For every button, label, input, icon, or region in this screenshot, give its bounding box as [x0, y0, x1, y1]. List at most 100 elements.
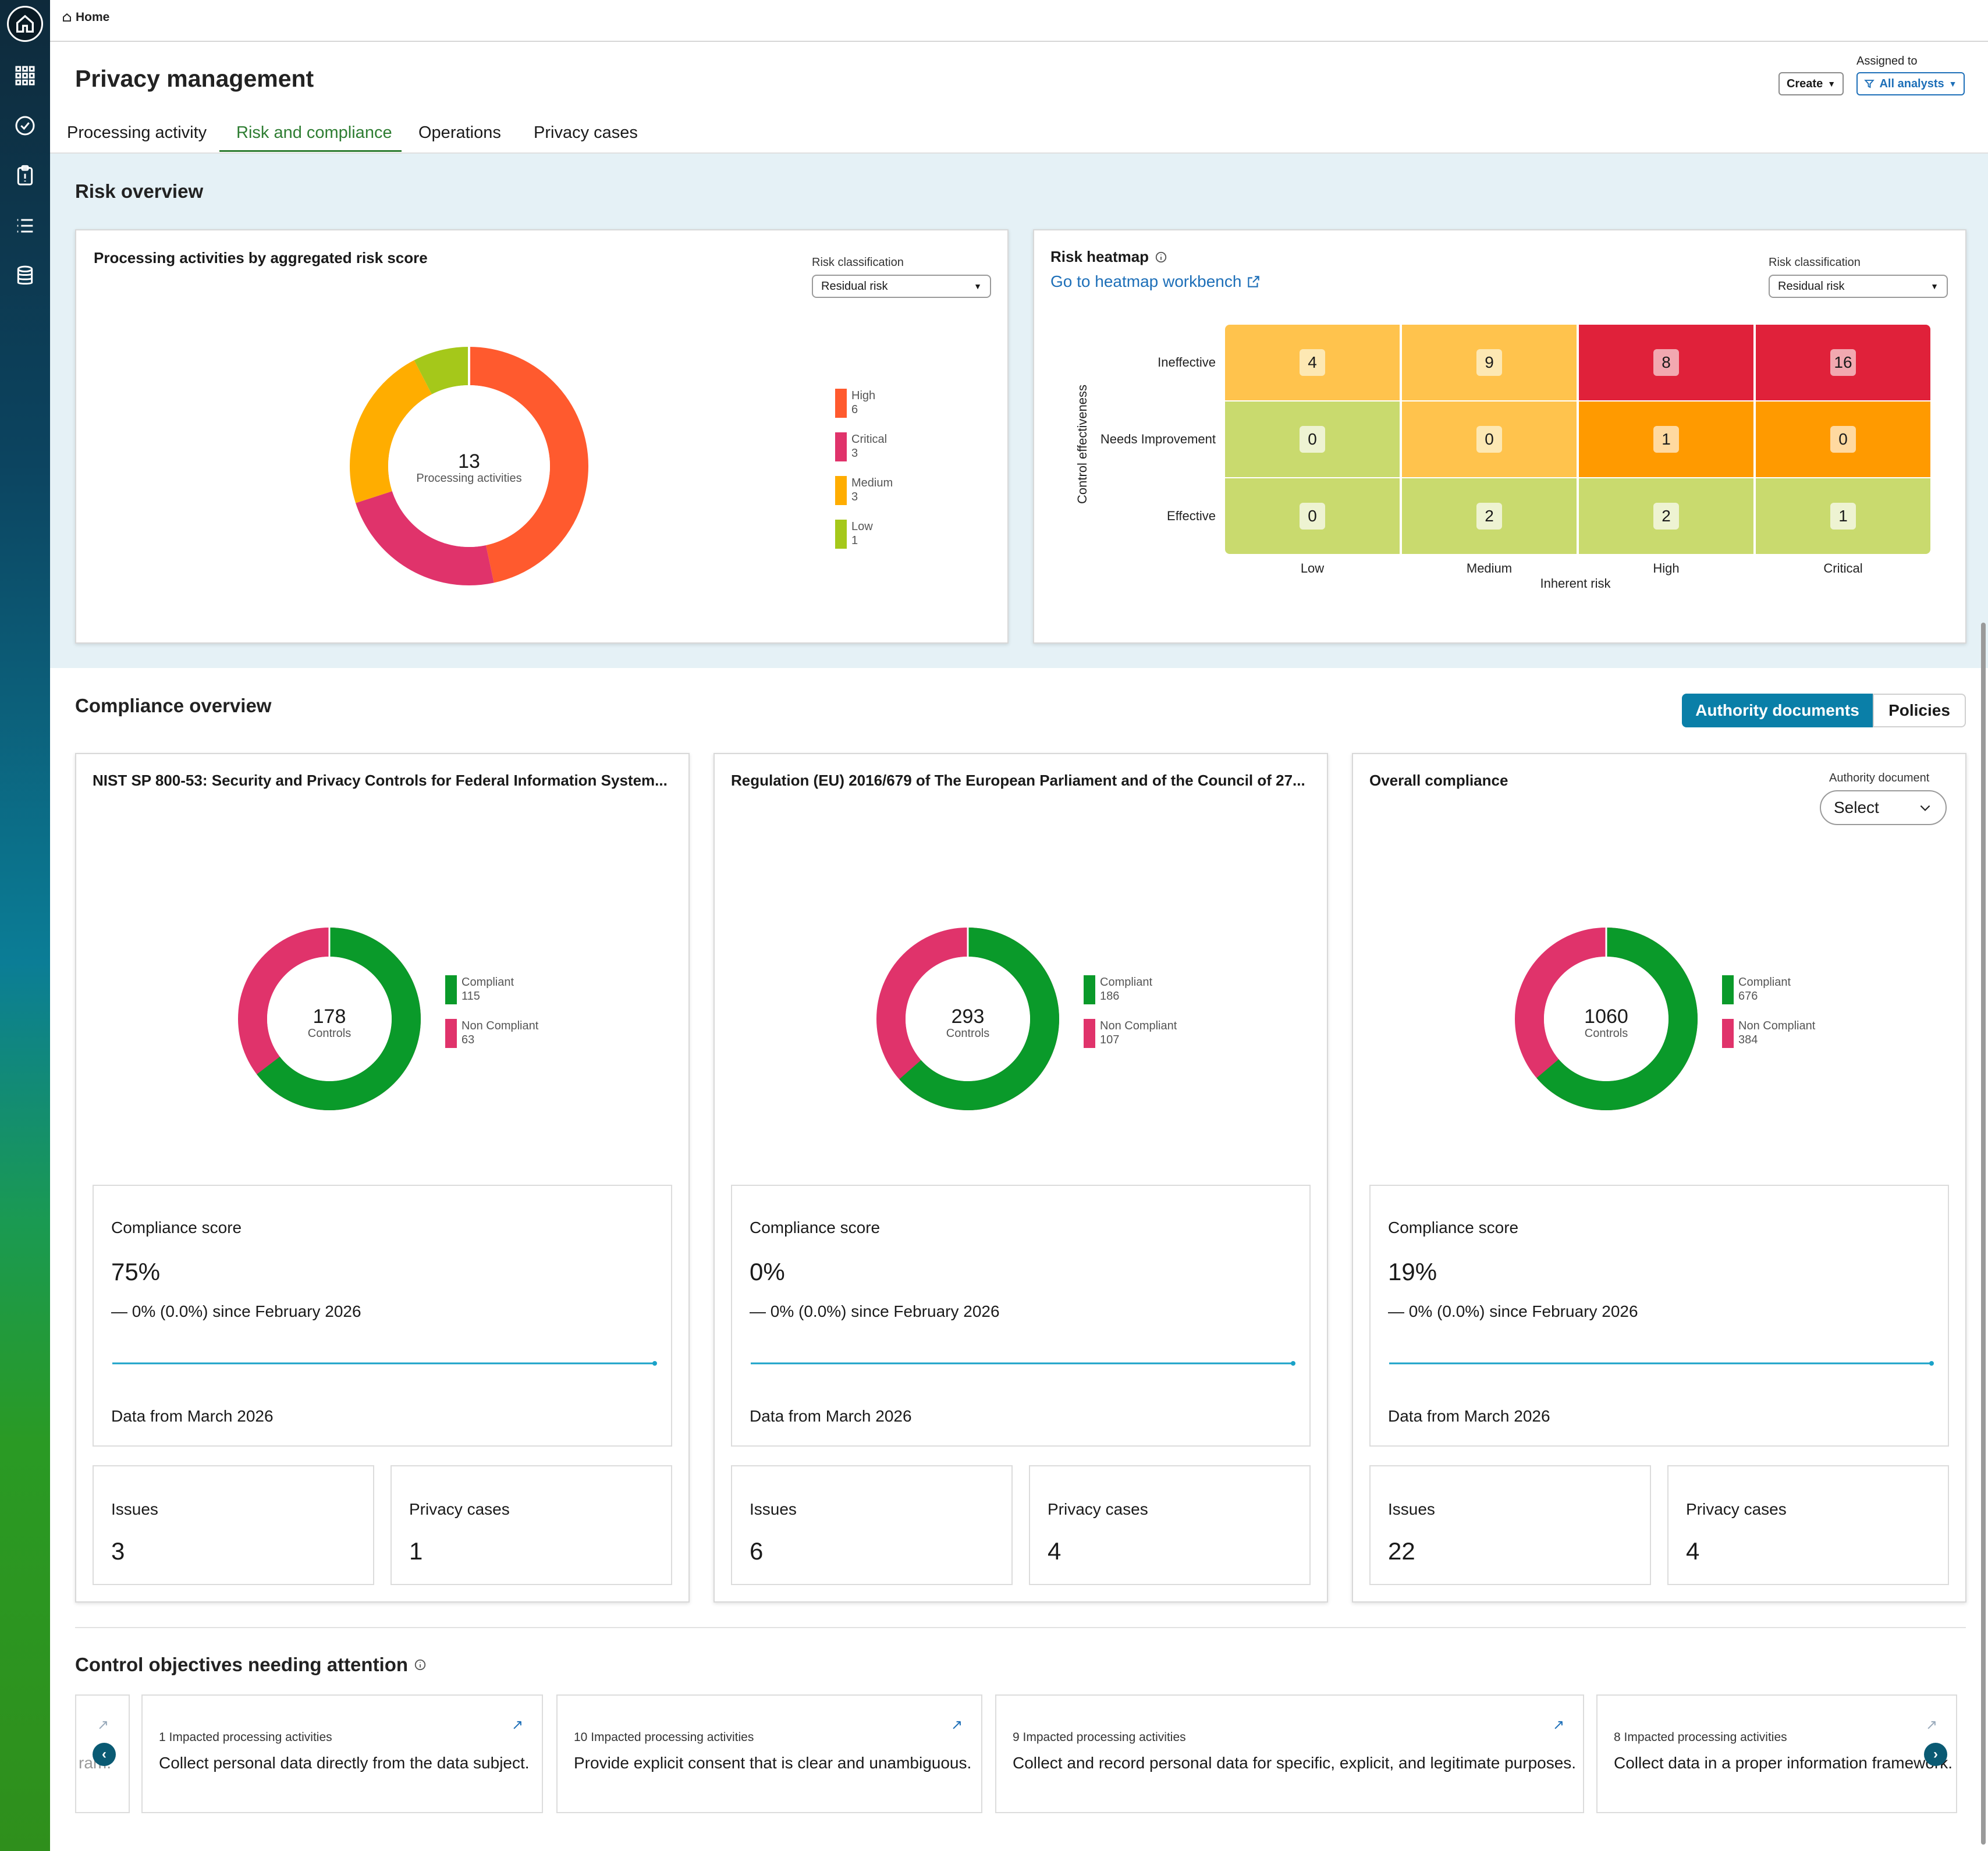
donut-center-value: 13	[458, 450, 480, 472]
compliance-card: NIST SP 800-53: Security and Privacy Con…	[75, 753, 690, 1603]
attention-card[interactable]: ↗ 10 Impacted processing activities Provid…	[556, 1694, 982, 1813]
section-divider	[75, 1627, 1966, 1628]
breadcrumb-home[interactable]: Home	[76, 10, 110, 24]
legend-noncompliant: Non Compliant 384	[1722, 1019, 1815, 1048]
heatmap-cell[interactable]: 2	[1402, 478, 1577, 554]
breadcrumb[interactable]: Home	[62, 10, 109, 24]
donut-total: 178	[313, 1006, 346, 1028]
carousel-next-button[interactable]: ›	[1924, 1743, 1947, 1766]
tab-processing-activity[interactable]: Processing activity	[67, 123, 207, 142]
heatmap-cell-value: 0	[1300, 426, 1325, 453]
donut-card-title: Processing activities by aggregated risk…	[94, 249, 428, 267]
attention-card[interactable]: ↗ 1 Impacted processing activities Collect…	[141, 1694, 543, 1813]
issues-value: 6	[750, 1537, 764, 1565]
donut-segment-critical[interactable]	[350, 347, 588, 585]
arrow-up-right-icon[interactable]: ↗	[1926, 1717, 1938, 1733]
compliance-score-change: — 0% (0.0%) since February 2026	[750, 1302, 1000, 1320]
clipboard-icon[interactable]	[11, 162, 39, 190]
heatmap-cell[interactable]: 1	[1756, 478, 1930, 554]
privacy-cases-card[interactable]: Privacy cases 4	[1667, 1465, 1949, 1585]
privacy-cases-card[interactable]: Privacy cases 1	[390, 1465, 672, 1585]
heatmap-col-label: Medium	[1466, 561, 1513, 575]
authority-documents-toggle[interactable]: Authority documents	[1682, 694, 1873, 727]
info-icon[interactable]	[1155, 251, 1167, 264]
donut-total: 1060	[1584, 1006, 1628, 1028]
data-from-label: Data from March 2026	[111, 1407, 274, 1425]
all-analysts-filter[interactable]: All analysts ▼	[1856, 72, 1965, 95]
compliance-score-card[interactable]: Compliance score 19% — 0% (0.0%) since Feb…	[1369, 1185, 1949, 1447]
control-objective-text: Collect personal data directly from the …	[159, 1754, 530, 1772]
create-button[interactable]: Create ▼	[1778, 72, 1844, 95]
heatmap-cell-value: 0	[1300, 503, 1325, 530]
arrow-up-right-icon[interactable]: ↗	[951, 1717, 963, 1733]
heatmap-cell[interactable]: 2	[1579, 478, 1753, 554]
heatmap-title-row: Risk heatmap	[1050, 248, 1167, 266]
risk-classification-value: Residual risk	[821, 279, 888, 293]
database-icon[interactable]	[11, 262, 39, 290]
heatmap-cell[interactable]: 0	[1225, 402, 1400, 477]
privacy-cases-value: 4	[1686, 1537, 1700, 1565]
legend-medium: Medium 3	[835, 476, 893, 505]
control-objective-text: Collect and record personal data for spe…	[1013, 1754, 1577, 1772]
issues-card[interactable]: Issues 22	[1369, 1465, 1651, 1585]
privacy-cases-card[interactable]: Privacy cases 4	[1029, 1465, 1311, 1585]
heatmap-cell-value: 0	[1476, 426, 1502, 453]
risk-donut-card: Processing activities by aggregated risk…	[75, 229, 1009, 644]
privacy-cases-label: Privacy cases	[1048, 1500, 1148, 1518]
heatmap-cell[interactable]: 16	[1756, 325, 1930, 400]
attention-card[interactable]: ↗ 9 Impacted processing activities Collect…	[995, 1694, 1584, 1813]
heatmap-col-label: High	[1653, 561, 1680, 575]
heatmap-cell[interactable]: 9	[1402, 325, 1577, 400]
home-small-icon	[63, 13, 71, 22]
arrow-up-right-icon[interactable]: ↗	[1553, 1717, 1565, 1733]
heatmap-cell[interactable]: 1	[1579, 402, 1753, 477]
caret-down-icon: ▼	[1930, 282, 1939, 291]
risk-donut-chart: 13 Processing activities	[350, 341, 588, 585]
policies-toggle[interactable]: Policies	[1873, 694, 1966, 727]
carousel-prev-button[interactable]: ‹	[93, 1743, 116, 1766]
tab-operations[interactable]: Operations	[418, 123, 501, 142]
authority-select-value: Select	[1834, 798, 1879, 816]
donut-total-label: Controls	[308, 1027, 351, 1040]
apps-grid-icon[interactable]	[11, 62, 39, 90]
page-title: Privacy management	[75, 65, 314, 92]
list-icon[interactable]	[11, 212, 39, 240]
control-objective-text: Provide explicit consent that is clear a…	[574, 1754, 972, 1772]
attention-title: Control objectives needing attention	[75, 1654, 409, 1675]
heatmap-cell-value: 9	[1476, 349, 1502, 376]
heatmap-cell[interactable]: 0	[1225, 478, 1400, 554]
page-scrollbar[interactable]	[1981, 623, 1986, 1845]
compliance-card-title: NIST SP 800-53: Security and Privacy Con…	[93, 772, 668, 789]
heatmap-link-label[interactable]: Go to heatmap workbench	[1050, 272, 1242, 290]
risk-classification-select[interactable]: Residual risk ▼	[812, 275, 991, 298]
compliance-card-title: Overall compliance	[1369, 772, 1508, 789]
home-icon[interactable]	[7, 6, 43, 42]
heatmap-cell[interactable]: 4	[1225, 325, 1400, 400]
attention-title-row: Control objectives needing attention	[75, 1654, 427, 1676]
authority-document-select[interactable]: Select	[1820, 790, 1947, 825]
compliance-score-card[interactable]: Compliance score 75% — 0% (0.0%) since Feb…	[93, 1185, 672, 1447]
check-circle-icon[interactable]	[11, 112, 39, 140]
heatmap-cell-value: 1	[1830, 503, 1856, 530]
info-icon[interactable]	[414, 1658, 427, 1671]
heatmap-cell[interactable]: 0	[1402, 402, 1577, 477]
compliance-score-value: 19%	[1388, 1258, 1437, 1285]
compliance-score-card[interactable]: Compliance score 0% — 0% (0.0%) since Febr…	[731, 1185, 1311, 1447]
heatmap-cell[interactable]: 0	[1756, 402, 1930, 477]
issues-label: Issues	[111, 1500, 158, 1518]
attention-card[interactable]: ↗ 8 Impacted processing activities Collect…	[1596, 1694, 1957, 1813]
control-objective-text: Collect data in a proper information fra…	[1614, 1754, 1953, 1772]
heatmap-workbench-link[interactable]: Go to heatmap workbench	[1050, 272, 1261, 291]
compliance-score-change: — 0% (0.0%) since February 2026	[1388, 1302, 1638, 1320]
heatmap-classification-select[interactable]: Residual risk ▼	[1769, 275, 1948, 298]
issues-card[interactable]: Issues 3	[93, 1465, 374, 1585]
tab-privacy-cases[interactable]: Privacy cases	[534, 123, 638, 142]
tab-risk-and-compliance[interactable]: Risk and compliance	[236, 123, 392, 142]
heatmap-x-axis-label: Inherent risk	[1540, 576, 1611, 591]
arrow-up-right-icon[interactable]: ↗	[512, 1717, 524, 1733]
donut-segment-medium[interactable]	[350, 347, 588, 585]
issues-card[interactable]: Issues 6	[731, 1465, 1013, 1585]
heatmap-row-label: Ineffective	[1158, 355, 1216, 370]
heatmap-cell[interactable]: 8	[1579, 325, 1753, 400]
